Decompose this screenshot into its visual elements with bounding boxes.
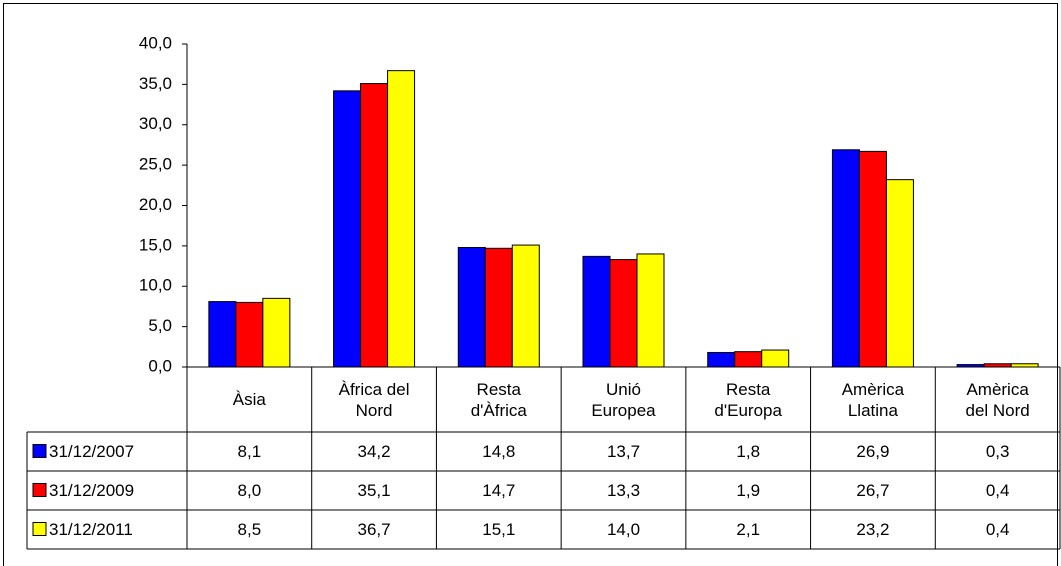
bar bbox=[208, 301, 237, 368]
x-tick-label: Resta d'Europa bbox=[714, 379, 782, 420]
table-value: 2,1 bbox=[736, 520, 760, 539]
y-tick-label: 40,0 bbox=[139, 33, 172, 52]
chart-border bbox=[3, 3, 1058, 566]
table-value: 8,5 bbox=[238, 520, 262, 539]
table-value: 13,7 bbox=[607, 442, 640, 461]
x-tick-label: Unió Europea bbox=[591, 379, 656, 420]
table-value: 0,4 bbox=[986, 520, 1010, 539]
table-value: 34,2 bbox=[358, 442, 391, 461]
y-tick-label: 30,0 bbox=[139, 114, 172, 133]
table-value: 14,0 bbox=[607, 520, 640, 539]
bar bbox=[582, 255, 611, 368]
x-label-box: Àsia bbox=[232, 390, 266, 409]
bar bbox=[885, 179, 914, 368]
table-value: 0,4 bbox=[986, 481, 1010, 500]
legend-key bbox=[32, 483, 47, 497]
bar bbox=[734, 351, 763, 368]
x-tick-label: Resta d'Àfrica bbox=[470, 379, 527, 420]
table-value: 1,9 bbox=[736, 481, 760, 500]
y-tick-label: 25,0 bbox=[139, 155, 172, 174]
bar bbox=[333, 90, 362, 368]
legend-label: 31/12/2007 bbox=[49, 442, 134, 461]
y-tick-label: 0,0 bbox=[148, 356, 172, 375]
x-tick-label: Amèrica del Nord bbox=[965, 379, 1030, 420]
y-tick-label: 5,0 bbox=[148, 316, 172, 335]
x-tick-label: Àfrica del Nord bbox=[338, 379, 410, 420]
x-label-box: Amèrica Llatina bbox=[841, 379, 905, 420]
table-value: 13,3 bbox=[607, 481, 640, 500]
x-label-box: Àfrica del Nord bbox=[338, 379, 410, 420]
table-value: 15,1 bbox=[482, 520, 515, 539]
legend-label: 31/12/2011 bbox=[49, 520, 133, 539]
legend-key bbox=[32, 522, 47, 536]
legend-label: 31/12/2009 bbox=[49, 481, 134, 500]
bar bbox=[235, 301, 264, 368]
bar bbox=[511, 244, 540, 368]
table-value: 1,8 bbox=[736, 442, 760, 461]
bar bbox=[707, 351, 736, 368]
x-tick-label: Àsia bbox=[232, 390, 266, 409]
x-label-box: Resta d'Àfrica bbox=[470, 379, 527, 420]
x-tick-label: Amèrica Llatina bbox=[841, 379, 905, 420]
table-value: 8,1 bbox=[238, 442, 262, 461]
bar bbox=[457, 246, 486, 368]
y-tick-label: 10,0 bbox=[139, 276, 172, 295]
table-value: 14,8 bbox=[482, 442, 515, 461]
bar bbox=[387, 70, 416, 368]
bar bbox=[360, 83, 389, 368]
x-label-box: Amèrica del Nord bbox=[965, 379, 1030, 420]
table-value: 0,3 bbox=[986, 442, 1010, 461]
bar bbox=[609, 259, 638, 368]
table-value: 26,9 bbox=[856, 442, 889, 461]
table-value: 26,7 bbox=[856, 481, 889, 500]
y-tick-label: 20,0 bbox=[139, 195, 172, 214]
bar bbox=[262, 297, 291, 368]
table-value: 35,1 bbox=[358, 481, 391, 500]
x-label-box: Unió Europea bbox=[591, 379, 656, 420]
y-tick-label: 15,0 bbox=[139, 235, 172, 254]
bar bbox=[858, 150, 887, 368]
x-label-box: Resta d'Europa bbox=[714, 379, 782, 420]
table-value: 14,7 bbox=[482, 481, 515, 500]
table-value: 36,7 bbox=[358, 520, 391, 539]
y-tick-label: 35,0 bbox=[139, 74, 172, 93]
table-value: 23,2 bbox=[856, 520, 889, 539]
bar bbox=[761, 349, 790, 368]
bar bbox=[484, 247, 513, 368]
table-value: 8,0 bbox=[238, 481, 262, 500]
bar bbox=[636, 253, 665, 368]
bar bbox=[831, 149, 860, 368]
legend-key bbox=[32, 444, 47, 458]
